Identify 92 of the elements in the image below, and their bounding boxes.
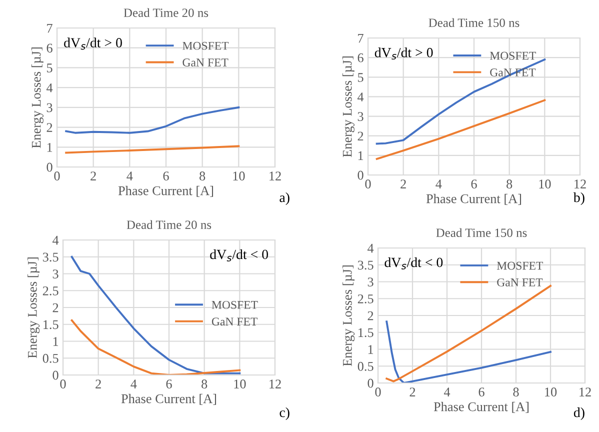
legend-label: GaN FET [212, 318, 258, 326]
legend-label: GaN FET [490, 68, 536, 76]
chart-title: Dead Time 150 ns [436, 228, 527, 238]
y-tick-label: 6 [46, 44, 52, 53]
chart-title: Dead Time 20 ns [126, 220, 212, 230]
y-axis-title: Energy Losses [µJ] [28, 258, 40, 358]
line-series [65, 106, 240, 134]
y-tick-label: 1 [53, 337, 58, 346]
line-series [65, 145, 240, 154]
legend-label: MOSFET [212, 300, 258, 309]
legend-label: GaN FET [497, 278, 543, 286]
y-tick-label: 6 [358, 53, 364, 62]
x-axis-title: Phase Current [A] [118, 186, 214, 197]
text: b) [573, 192, 584, 205]
chart-title: Dead Time 20 ns [124, 8, 208, 18]
annotation: dV$_{s}$/dt < 0 [210, 249, 268, 262]
line-series [376, 99, 546, 160]
y-tick-label: 2.5 [42, 286, 58, 296]
line-series [386, 284, 552, 382]
line-series [386, 320, 552, 383]
annotation: dV$_{s}$/dt > 0 [64, 38, 122, 50]
y-tick-label: 1.5 [44, 320, 58, 330]
x-tick-label: 10 [233, 172, 245, 180]
y-axis-title: Energy Losses [µJ] [31, 48, 44, 148]
line-series [376, 58, 546, 145]
y-tick-label: 3.5 [358, 260, 374, 270]
x-tick-label: 12 [580, 388, 591, 396]
x-tick-label: 0 [375, 388, 381, 396]
legend-label: MOSFET [496, 262, 543, 270]
y-tick-label: 1 [368, 345, 374, 354]
y-tick-label: 3 [368, 278, 374, 286]
x-tick-label: 2 [90, 172, 96, 180]
y-tick-label: 0.5 [42, 354, 58, 363]
text: c) [280, 407, 290, 420]
x-tick-label: 6 [163, 172, 169, 180]
text: d) [574, 407, 584, 420]
y-tick-label: 3.5 [42, 252, 58, 262]
x-tick-label: 0 [60, 380, 66, 388]
x-tick-label: 8 [513, 388, 519, 396]
y-tick-label: 5 [47, 64, 52, 72]
y-tick-label: 5 [358, 73, 364, 82]
y-axis-title: Energy Losses [µJ] [342, 266, 355, 366]
x-tick-label: 10 [234, 380, 246, 388]
y-tick-label: 0 [46, 162, 52, 172]
legend-label: MOSFET [182, 42, 229, 50]
y-tick-label: 1 [47, 143, 52, 152]
x-tick-label: 8 [202, 380, 208, 388]
y-tick-label: 4 [357, 92, 364, 102]
y-tick-label: 2 [46, 123, 52, 132]
x-tick-label: 10 [545, 388, 557, 396]
y-tick-label: 2 [358, 132, 364, 140]
y-tick-label: 7 [358, 34, 364, 43]
x-tick-label: 2 [96, 380, 101, 388]
x-tick-label: 2 [400, 180, 406, 188]
x-tick-label: 10 [539, 180, 551, 188]
legend-label: MOSFET [490, 52, 536, 60]
annotation: dV$_{s}$/dt < 0 [384, 257, 443, 270]
x-tick-label: 4 [444, 388, 450, 396]
x-tick-label: 12 [270, 172, 281, 180]
annotation: dV$_{s}$/dt > 0 [374, 48, 433, 60]
x-tick-label: 4 [436, 180, 442, 188]
text: a) [280, 192, 290, 205]
x-axis-title: Phase Current [A] [121, 394, 216, 405]
x-tick-label: 6 [166, 380, 172, 388]
y-tick-label: 4 [52, 236, 59, 245]
y-axis-title: Energy Losses [µJ] [342, 56, 354, 158]
chart-title: Dead Time 150 ns [428, 18, 520, 28]
x-axis-title: Phase Current [A] [434, 402, 529, 413]
legend-label: GaN FET [182, 58, 228, 66]
y-tick-label: 0.5 [358, 362, 374, 371]
x-axis-title: Phase Current [A] [426, 194, 522, 205]
x-tick-label: 2 [410, 388, 416, 396]
x-tick-label: 8 [506, 180, 512, 188]
x-tick-label: 12 [574, 180, 586, 188]
y-tick-label: 2.5 [358, 294, 374, 304]
y-tick-label: 2 [52, 303, 58, 312]
y-tick-label: 1.5 [358, 328, 374, 338]
y-tick-label: 3 [46, 103, 52, 112]
x-tick-label: 4 [130, 380, 137, 388]
y-tick-label: 3 [358, 112, 364, 121]
y-tick-label: 3 [52, 270, 58, 278]
y-tick-label: 2 [368, 311, 374, 320]
x-tick-label: 12 [270, 380, 281, 388]
x-tick-label: 8 [200, 172, 206, 180]
y-tick-label: 1 [358, 151, 364, 160]
y-tick-label: 7 [47, 24, 52, 33]
x-tick-label: 4 [126, 172, 133, 180]
x-tick-label: 6 [471, 180, 477, 188]
x-tick-label: 6 [478, 388, 484, 396]
y-tick-label: 4 [367, 244, 374, 253]
y-tick-label: 0 [52, 370, 58, 380]
y-tick-label: 4 [46, 83, 53, 92]
